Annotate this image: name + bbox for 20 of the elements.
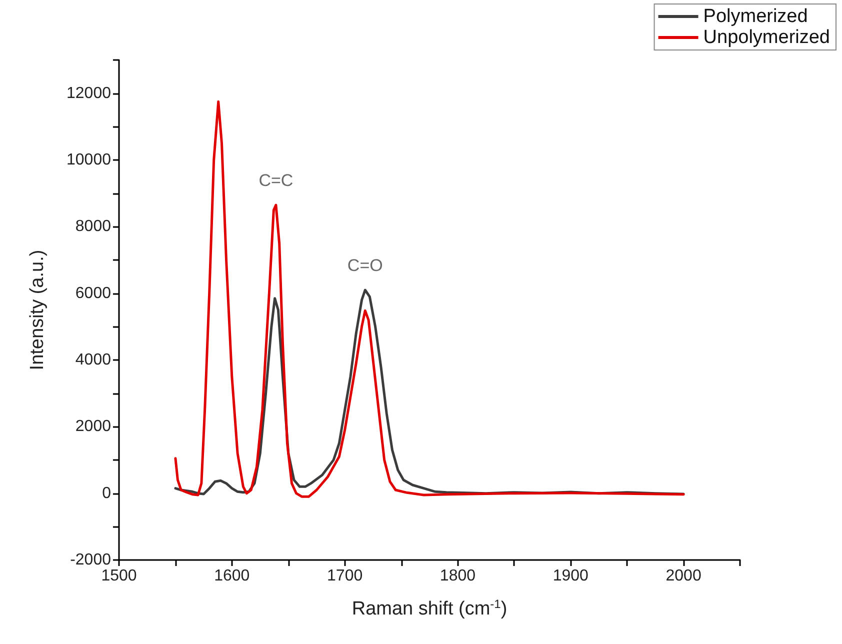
annotation: C=C: [258, 171, 294, 190]
legend-label: Unpolymerized: [703, 27, 830, 48]
y-tick-label: 0: [102, 484, 112, 502]
x-tick-label: 1600: [214, 568, 250, 584]
x-tick-label: 1500: [101, 568, 137, 584]
y-tick-label: 6000: [75, 284, 112, 302]
y-tick-label: 10000: [66, 152, 112, 168]
y-axis-title: Intensity (a.u.): [27, 250, 48, 370]
line-series: [174, 100, 685, 498]
x-tick-label: 1700: [327, 568, 363, 584]
x-tick-label: 2000: [666, 568, 702, 584]
y-tick-label: -2000: [70, 552, 112, 568]
annotation: C=O: [347, 256, 383, 275]
y-tick-label: 4000: [75, 352, 112, 368]
legend-label: Polymerized: [703, 6, 808, 27]
y-tick-label: 8000: [75, 218, 112, 236]
x-tick-label: 1800: [440, 568, 476, 584]
x-tick-label: 1900: [552, 568, 589, 584]
y-tick-label: 2000: [75, 418, 112, 436]
y-tick-label: 12000: [66, 84, 112, 102]
